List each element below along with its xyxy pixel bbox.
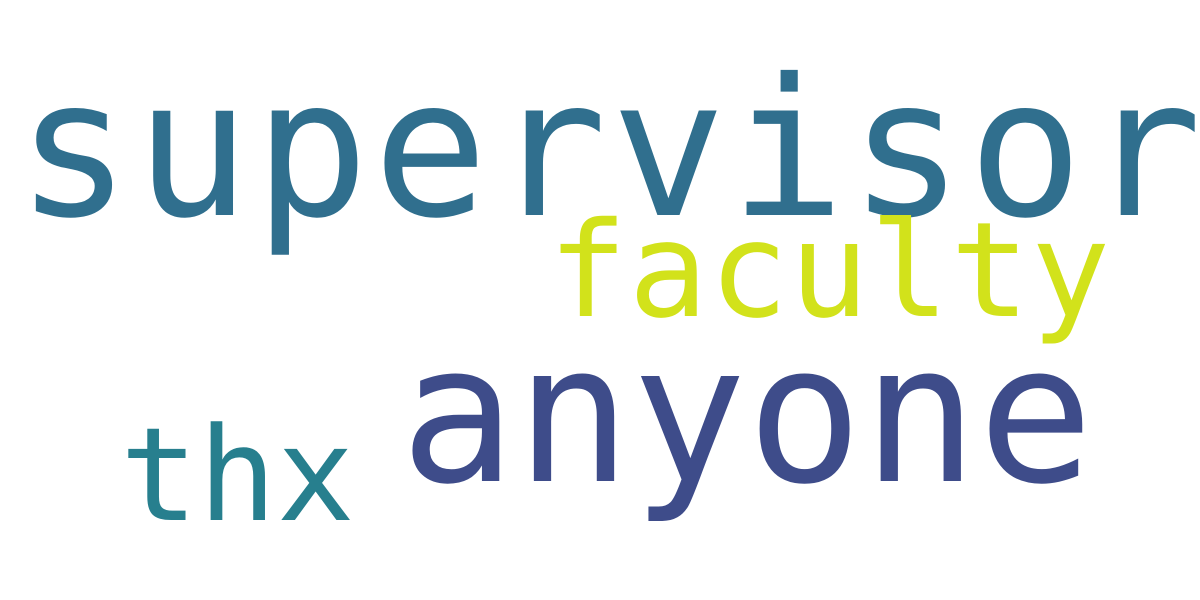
word-faculty: faculty bbox=[548, 194, 1112, 348]
word-anyone: anyone bbox=[400, 304, 1094, 527]
word-supervisor: supervisor bbox=[16, 39, 1200, 261]
word-thx: thx bbox=[120, 399, 355, 551]
